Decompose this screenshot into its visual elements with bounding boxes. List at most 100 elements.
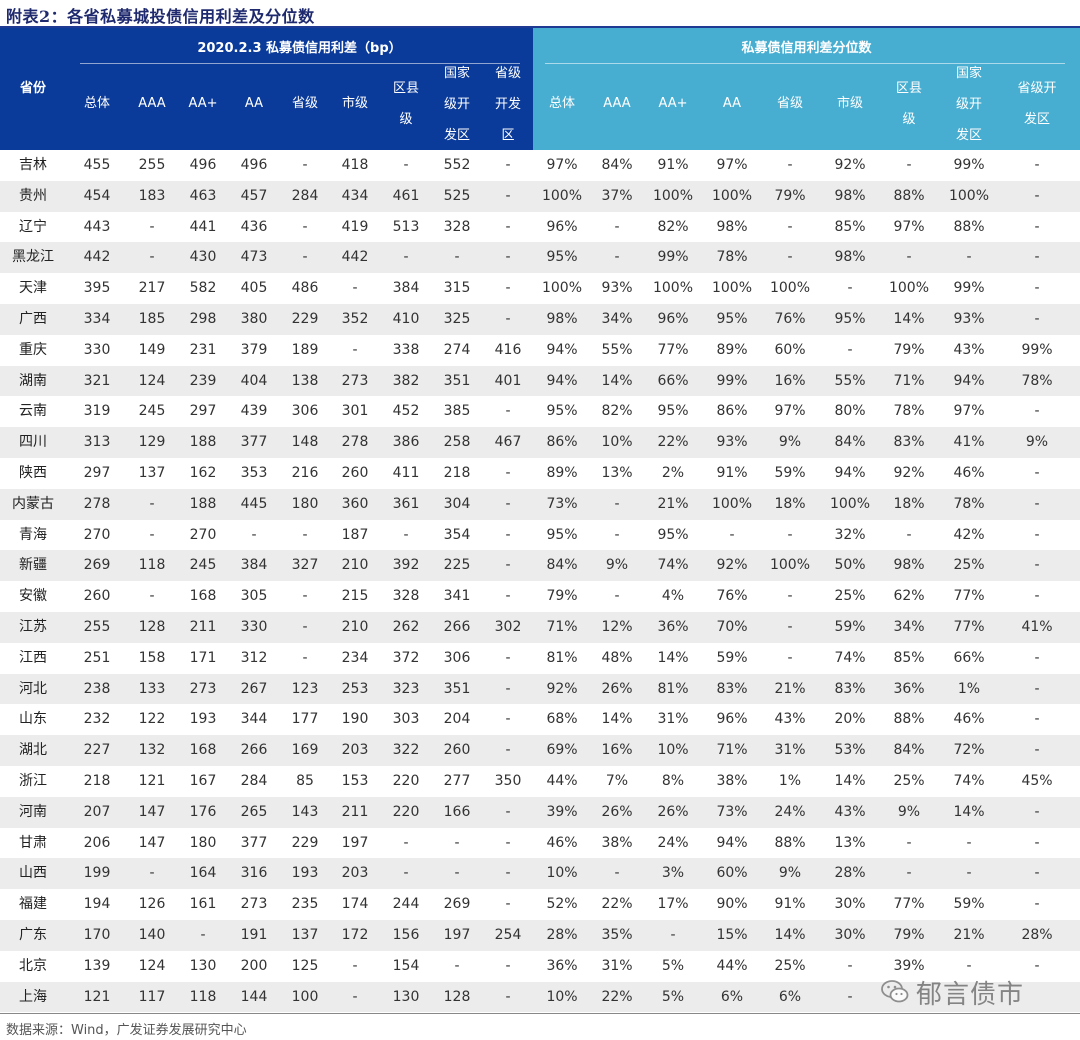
percentile-cell: 10% <box>546 988 578 1005</box>
percentile-cell: 55% <box>601 341 633 358</box>
spread-cell: 180 <box>189 834 217 851</box>
spread-cell: 304 <box>443 495 471 512</box>
spread-cell: 312 <box>240 649 268 666</box>
spread-cell: 410 <box>392 311 420 327</box>
spread-cell: 162 <box>189 465 217 481</box>
province-cell: 安徽 <box>19 588 47 605</box>
percentile-cell: 88% <box>893 711 925 728</box>
percentile-cell: - <box>847 988 853 1005</box>
percentile-cell: 15% <box>716 927 748 943</box>
spread-cell: 206 <box>83 834 111 851</box>
spread-cell: 323 <box>392 680 420 697</box>
spread-cell: 443 <box>83 218 111 235</box>
percentile-cell: 34% <box>893 619 925 635</box>
spread-cell: 278 <box>341 434 369 451</box>
spread-cell: 463 <box>189 187 217 204</box>
percentile-cell: 45% <box>1021 773 1053 789</box>
percentile-cell: 1% <box>778 773 802 789</box>
spread-cell: 278 <box>83 495 111 512</box>
spread-cell: - <box>505 649 511 666</box>
source-note: 数据来源：Wind，广发证券发展研究中心 <box>6 1023 247 1038</box>
percentile-cell: 9% <box>605 557 629 574</box>
spread-cell: - <box>302 526 308 543</box>
percentile-cell: - <box>787 218 793 235</box>
header-col-right-2: AA+ <box>658 96 688 111</box>
spread-cell: 473 <box>240 249 268 266</box>
percentile-cell: 95% <box>834 311 866 327</box>
header-col-right-8: 省级开 发区 <box>1004 73 1070 135</box>
percentile-cell: 41% <box>1021 619 1053 635</box>
percentile-cell: 98% <box>716 218 748 235</box>
percentile-cell: - <box>1034 742 1040 759</box>
percentile-cell: 69% <box>546 742 578 759</box>
percentile-cell: 31% <box>774 742 806 759</box>
spread-cell: 220 <box>392 773 420 789</box>
percentile-cell: 39% <box>546 803 578 820</box>
percentile-cell: 7% <box>605 773 629 789</box>
percentile-cell: - <box>787 157 793 173</box>
table-row: 云南 319 245 297 439 306 301 452 385 - 95% 82% 95% 86% 9… <box>0 396 1080 427</box>
percentile-cell: 14% <box>601 711 633 728</box>
spread-cell: 284 <box>291 187 319 204</box>
spread-cell: 130 <box>189 957 217 974</box>
spread-cell: 377 <box>240 434 268 451</box>
percentile-cell: 43% <box>774 711 806 728</box>
percentile-cell: 92% <box>893 465 925 481</box>
spread-cell: 411 <box>392 465 420 481</box>
percentile-cell: 95% <box>657 403 689 420</box>
spread-cell: 430 <box>189 249 217 266</box>
province-cell: 辽宁 <box>19 218 47 235</box>
percentile-cell: 98% <box>546 311 578 327</box>
percentile-cell: 94% <box>546 372 578 389</box>
percentile-cell: 81% <box>546 649 578 666</box>
spread-cell: 137 <box>138 465 166 481</box>
spread-cell: 455 <box>83 157 111 173</box>
percentile-cell: 1% <box>957 680 981 697</box>
percentile-cell: 84% <box>601 157 633 173</box>
spread-cell: - <box>505 157 511 173</box>
province-cell: 河北 <box>19 680 47 697</box>
header-col-right-1: AAA <box>603 96 631 111</box>
spread-cell: 258 <box>443 434 471 451</box>
province-cell: 天津 <box>19 280 47 297</box>
percentile-cell: 93% <box>601 280 633 297</box>
spread-cell: 260 <box>443 742 471 759</box>
percentile-cell: 78% <box>953 495 985 512</box>
spread-cell: 404 <box>240 372 268 389</box>
spread-cell: 361 <box>392 495 420 512</box>
header-col-line: 发区 <box>1023 112 1050 127</box>
percentile-cell: 44% <box>546 773 578 789</box>
percentile-cell: 96% <box>546 218 578 235</box>
spread-cell: - <box>505 896 511 913</box>
percentile-cell: 95% <box>546 249 578 266</box>
percentile-cell: 24% <box>657 834 689 851</box>
spread-cell: 298 <box>189 311 217 327</box>
spread-cell: 436 <box>240 218 268 235</box>
province-cell: 甘肃 <box>19 834 47 851</box>
spread-cell: 168 <box>189 742 217 759</box>
percentile-cell: 68% <box>546 711 578 728</box>
spread-cell: 461 <box>392 187 420 204</box>
percentile-cell: 97% <box>774 403 806 420</box>
percentile-cell: 44% <box>716 957 748 974</box>
percentile-cell: 16% <box>601 742 633 759</box>
percentile-cell: 98% <box>834 249 866 266</box>
spread-cell: 137 <box>291 927 319 943</box>
spread-cell: - <box>505 803 511 820</box>
spread-cell: 183 <box>138 187 166 204</box>
percentile-cell: 18% <box>893 495 925 512</box>
spread-cell: 197 <box>341 834 369 851</box>
percentile-cell: - <box>1034 588 1040 605</box>
percentile-cell: 25% <box>774 957 806 974</box>
spread-cell: 167 <box>189 773 217 789</box>
province-cell: 江西 <box>19 649 47 666</box>
spread-cell: 124 <box>138 372 166 389</box>
table-row: 广东 170 140 - 191 137 172 156 197 254 28% 35% - 15% 14%… <box>0 920 1080 951</box>
percentile-cell: 100% <box>711 280 753 297</box>
percentile-cell: 90% <box>716 896 748 913</box>
percentile-cell: 99% <box>716 372 748 389</box>
percentile-cell: 86% <box>716 403 748 420</box>
header-col-line: 省级开 <box>1017 81 1057 96</box>
percentile-cell: 72% <box>953 742 985 759</box>
percentile-cell: 73% <box>546 495 578 512</box>
